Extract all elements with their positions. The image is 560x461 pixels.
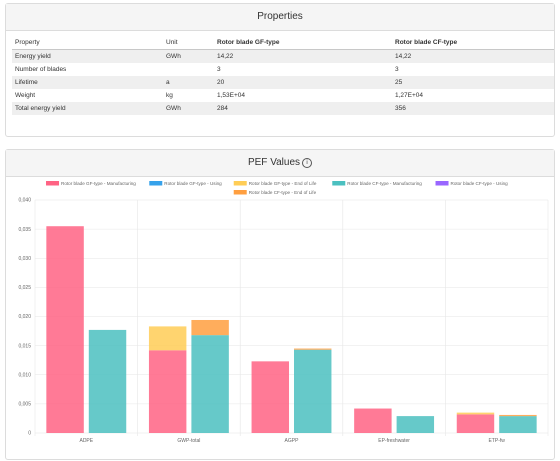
y-tick-label: 0,030 — [18, 256, 31, 262]
cell-gf-value: 3 — [214, 63, 392, 76]
cell-property: Lifetime — [12, 76, 163, 89]
bar-segment — [294, 348, 332, 350]
col-header-unit: Unit — [163, 36, 214, 50]
pef-header: PEF Values i — [6, 150, 554, 177]
cell-unit — [163, 63, 214, 76]
bar-segment — [191, 335, 229, 433]
properties-title: Properties — [6, 4, 554, 31]
x-tick-label: ETP-fw — [489, 438, 506, 444]
cell-property: Total energy yield — [12, 102, 163, 115]
col-header-cf-type: Rotor blade CF-type — [392, 36, 554, 50]
bar-segment — [499, 414, 537, 417]
bar-segment — [148, 326, 187, 351]
cell-cf-value: 25 — [392, 76, 554, 89]
legend-swatch — [149, 181, 163, 186]
info-icon[interactable]: i — [302, 158, 313, 168]
legend-swatch — [435, 181, 449, 186]
bar-segment — [499, 416, 537, 433]
legend-label: Rotor blade CF-type - Using — [451, 181, 509, 186]
y-tick-label: 0,025 — [18, 285, 31, 291]
bar-segment — [456, 412, 495, 415]
col-header-property: Property — [12, 36, 163, 50]
legend-swatch — [332, 181, 346, 186]
table-row: Number of blades 3 3 — [12, 63, 554, 76]
table-row: Weight kg 1,53E+04 1,27E+04 — [12, 89, 554, 102]
properties-table: Property Unit Rotor blade GF-type Rotor … — [12, 36, 554, 115]
y-tick-label: 0,020 — [18, 314, 31, 320]
legend-label: Rotor blade CF-type - Manufacturing — [347, 181, 422, 186]
cell-property: Weight — [12, 89, 163, 102]
bar-segment — [251, 361, 289, 433]
bar-segment — [46, 226, 84, 433]
cell-property: Number of blades — [12, 63, 163, 76]
table-row: Lifetime a 20 25 — [12, 76, 554, 89]
table-row: Total energy yield GWh 284 356 — [12, 102, 554, 115]
cell-gf-value: 284 — [214, 102, 392, 115]
x-tick-label: EP-freshwater — [378, 438, 410, 444]
cell-property: Energy yield — [12, 49, 163, 63]
bar-segment — [88, 329, 127, 433]
legend-label: Rotor blade GF-type - Using — [164, 181, 222, 186]
bar-segment — [148, 350, 187, 433]
x-tick-label: ADPE — [79, 438, 93, 444]
cell-unit: GWh — [163, 102, 214, 115]
pef-card: PEF Values i Rotor blade GF-type - Manufa… — [5, 149, 555, 460]
y-tick-label: 0,015 — [18, 343, 31, 349]
table-row: Energy yield GWh 14,22 14,22 — [12, 49, 554, 63]
cell-gf-value: 1,53E+04 — [214, 89, 392, 102]
bar-segment — [456, 414, 495, 433]
legend-label: Rotor blade GF-type - Manufacturing — [61, 181, 136, 186]
cell-gf-value: 14,22 — [214, 49, 392, 63]
cell-gf-value: 20 — [214, 76, 392, 89]
y-tick-label: 0,040 — [18, 198, 31, 204]
cell-cf-value: 14,22 — [392, 49, 554, 63]
pef-chart: Rotor blade GF-type - Manufacturing Rotor… — [18, 181, 549, 444]
y-tick-label: 0,005 — [18, 402, 31, 408]
y-tick-label: 0,035 — [18, 227, 31, 233]
cell-unit: GWh — [163, 49, 214, 63]
legend-label: Rotor blade CF-type - End of Life — [249, 190, 317, 195]
cell-cf-value: 356 — [392, 102, 554, 115]
y-tick-label: 0,010 — [18, 372, 31, 378]
bar-segment — [191, 319, 229, 336]
x-tick-label: AGPP — [285, 438, 300, 444]
cell-cf-value: 3 — [392, 63, 554, 76]
legend-swatch — [233, 181, 247, 186]
x-tick-label: GWP-total — [177, 438, 200, 444]
bar-segment — [354, 408, 392, 433]
legend-label: Rotor blade GF-type - End of Life — [249, 181, 317, 186]
col-header-gf-type: Rotor blade GF-type — [214, 36, 392, 50]
properties-card: Properties Property Unit Rotor blade GF-… — [5, 3, 555, 137]
cell-cf-value: 1,27E+04 — [392, 89, 554, 102]
pef-title: PEF Values — [247, 157, 301, 168]
cell-unit: a — [163, 76, 214, 89]
properties-header-row: Property Unit Rotor blade GF-type Rotor … — [12, 36, 554, 50]
cell-unit: kg — [163, 89, 214, 102]
legend-swatch — [46, 181, 60, 186]
bar-segment — [396, 416, 435, 433]
legend-swatch — [233, 190, 247, 195]
y-tick-label: 0 — [28, 431, 31, 437]
bar-segment — [294, 349, 332, 433]
